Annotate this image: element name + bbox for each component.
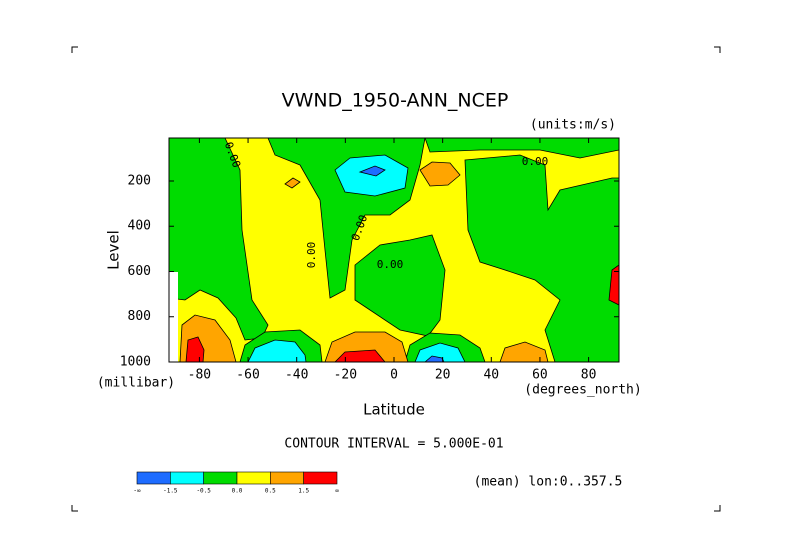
contour-label: 0.00	[377, 258, 404, 271]
x-tick-label: 20	[435, 368, 451, 383]
chart-title: VWND_1950-ANN_NCEP	[282, 90, 509, 112]
x-tick-label: 80	[581, 368, 597, 383]
colorbar-label: 0.5	[265, 488, 276, 495]
y-tick-label: 200	[128, 173, 151, 188]
y-axis-label: Level	[105, 230, 123, 270]
y-unit: (millibar)	[97, 376, 175, 391]
x-unit: (degrees_north)	[524, 383, 641, 398]
colorbar-swatch	[270, 471, 304, 485]
x-tick-label: 60	[532, 368, 548, 383]
colorbar-swatch	[136, 471, 171, 485]
contour-field	[169, 138, 619, 362]
colorbar-label: ∞	[335, 488, 339, 495]
x-tick-label: 0	[390, 368, 398, 383]
contour-label: 0.00	[522, 155, 549, 168]
y-tick-label: 600	[128, 264, 151, 279]
x-tick-label: 40	[483, 368, 499, 383]
x-axis-label: Latitude	[363, 401, 425, 419]
contour-interval: CONTOUR INTERVAL = 5.000E-01	[284, 437, 503, 452]
x-tick-label: -60	[236, 368, 259, 383]
x-tick-label: -80	[188, 368, 211, 383]
colorbar-label: 1.5	[298, 488, 309, 495]
units-label: (units:m/s)	[530, 118, 616, 133]
colorbar-swatch	[303, 471, 338, 485]
contour-label: 0.00	[305, 242, 318, 269]
footnote: (mean) lon:0..357.5	[474, 475, 623, 490]
colorbar-swatch	[203, 471, 238, 485]
x-tick-label: -40	[285, 368, 308, 383]
colorbar-swatch	[236, 471, 271, 485]
colorbar-swatch	[170, 471, 204, 485]
x-tick-label: -20	[334, 368, 357, 383]
y-tick-label: 800	[128, 309, 151, 324]
colorbar-label: -1.5	[163, 488, 178, 495]
colorbar-label: -0.5	[196, 488, 211, 495]
y-tick-label: 1000	[120, 355, 151, 370]
colorbar-label: -∞	[133, 488, 141, 495]
corner-marks	[71, 46, 721, 512]
y-tick-label: 400	[128, 219, 151, 234]
colorbar-label: 0.0	[232, 488, 243, 495]
